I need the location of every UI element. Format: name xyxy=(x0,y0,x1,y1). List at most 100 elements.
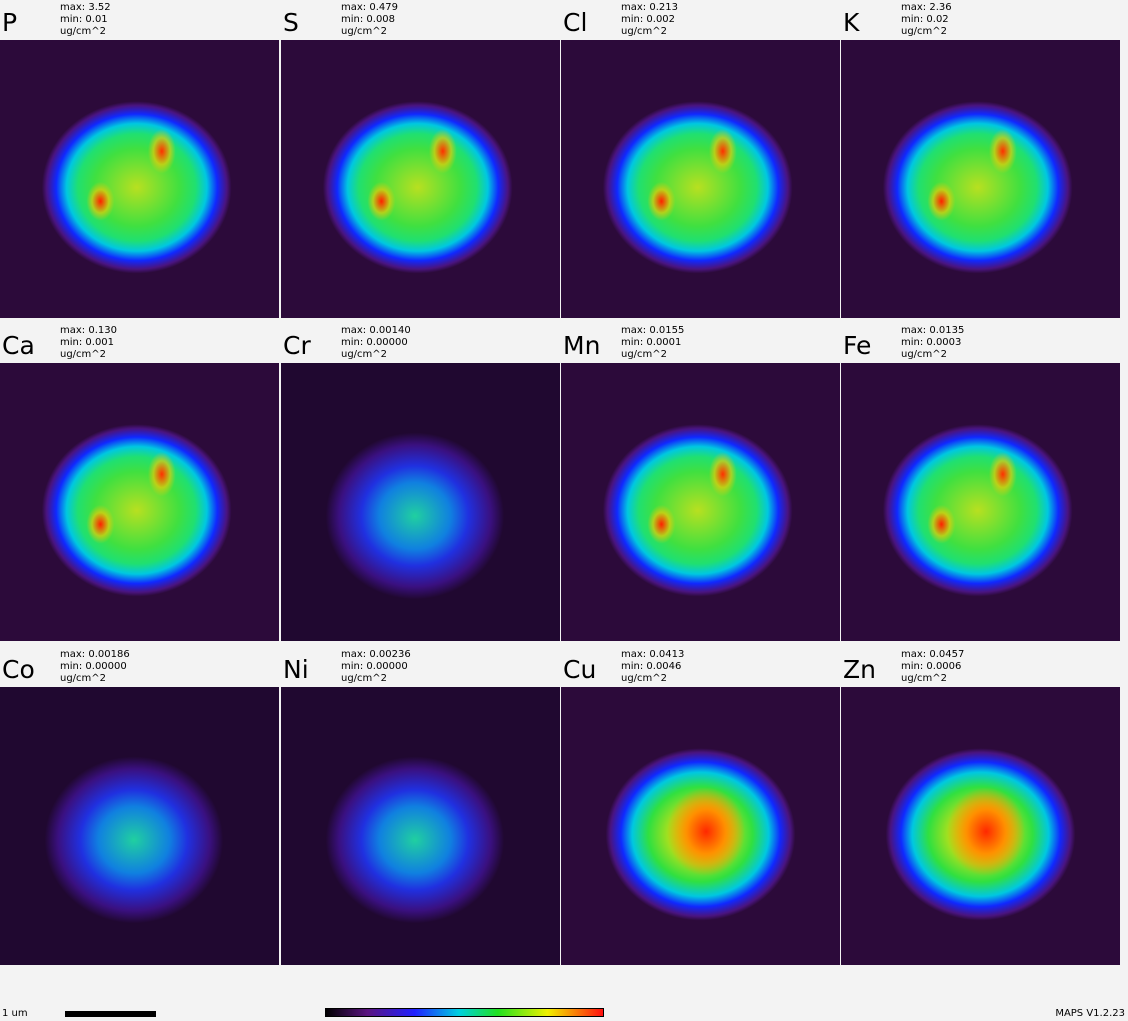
element-label: Fe xyxy=(843,331,872,360)
element-map xyxy=(281,363,560,641)
range-info: max: 2.36 min: 0.02 ug/cm^2 xyxy=(901,2,952,38)
map-panel: Mn max: 0.0155 min: 0.0001 ug/cm^2 xyxy=(561,323,840,641)
panel-header: Mn max: 0.0155 min: 0.0001 ug/cm^2 xyxy=(561,323,840,363)
max-label: max: 0.213 xyxy=(621,2,678,13)
unit-label: ug/cm^2 xyxy=(621,26,668,37)
range-info: max: 0.00140 min: 0.00000 ug/cm^2 xyxy=(341,325,411,361)
min-label: min: 0.00000 xyxy=(341,337,408,348)
map-panel: Zn max: 0.0457 min: 0.0006 ug/cm^2 xyxy=(841,647,1120,965)
min-label: min: 0.001 xyxy=(60,337,115,348)
range-info: max: 0.130 min: 0.001 ug/cm^2 xyxy=(60,325,117,361)
element-map xyxy=(841,40,1120,318)
element-label: Cl xyxy=(563,8,588,37)
scale-label: 1 um xyxy=(2,1008,28,1019)
element-map xyxy=(561,687,840,965)
panel-header: Cu max: 0.0413 min: 0.0046 ug/cm^2 xyxy=(561,647,840,687)
min-label: min: 0.008 xyxy=(341,14,396,25)
unit-label: ug/cm^2 xyxy=(60,26,107,37)
element-label: S xyxy=(283,8,299,37)
panel-header: Cl max: 0.213 min: 0.002 ug/cm^2 xyxy=(561,0,840,40)
map-panel: Cu max: 0.0413 min: 0.0046 ug/cm^2 xyxy=(561,647,840,965)
version: MAPS V1.2.23 xyxy=(1055,1008,1125,1019)
map-panel: Fe max: 0.0135 min: 0.0003 ug/cm^2 xyxy=(841,323,1120,641)
unit-label: ug/cm^2 xyxy=(901,349,948,360)
element-label: Cr xyxy=(283,331,311,360)
element-label: K xyxy=(843,8,860,37)
range-info: max: 0.00236 min: 0.00000 ug/cm^2 xyxy=(341,649,411,685)
max-label: max: 0.00236 xyxy=(341,649,411,660)
element-map xyxy=(561,363,840,641)
range-info: max: 0.479 min: 0.008 ug/cm^2 xyxy=(341,2,398,38)
max-label: max: 0.00140 xyxy=(341,325,411,336)
min-label: min: 0.0003 xyxy=(901,337,962,348)
element-label: Ni xyxy=(283,655,309,684)
element-label: Mn xyxy=(563,331,601,360)
max-label: max: 3.52 xyxy=(60,2,111,13)
max-label: max: 0.00186 xyxy=(60,649,130,660)
unit-label: ug/cm^2 xyxy=(621,673,668,684)
panel-header: Zn max: 0.0457 min: 0.0006 ug/cm^2 xyxy=(841,647,1120,687)
max-label: max: 0.0457 xyxy=(901,649,965,660)
min-label: min: 0.0001 xyxy=(621,337,682,348)
element-label: Zn xyxy=(843,655,876,684)
max-label: max: 0.0413 xyxy=(621,649,685,660)
range-info: max: 0.0413 min: 0.0046 ug/cm^2 xyxy=(621,649,684,685)
unit-label: ug/cm^2 xyxy=(60,349,107,360)
map-panel: Cl max: 0.213 min: 0.002 ug/cm^2 xyxy=(561,0,840,318)
min-label: min: 0.00000 xyxy=(341,661,408,672)
min-label: min: 0.0046 xyxy=(621,661,682,672)
element-label: Cu xyxy=(563,655,597,684)
max-label: max: 0.0135 xyxy=(901,325,965,336)
max-label: max: 0.130 xyxy=(60,325,117,336)
map-panel: Ni max: 0.00236 min: 0.00000 ug/cm^2 xyxy=(281,647,560,965)
range-info: max: 0.0135 min: 0.0003 ug/cm^2 xyxy=(901,325,964,361)
max-label: max: 0.479 xyxy=(341,2,398,13)
panel-header: Ni max: 0.00236 min: 0.00000 ug/cm^2 xyxy=(281,647,560,687)
unit-label: ug/cm^2 xyxy=(60,673,107,684)
max-label: max: 0.0155 xyxy=(621,325,685,336)
panel-header: Ca max: 0.130 min: 0.001 ug/cm^2 xyxy=(0,323,279,363)
unit-label: ug/cm^2 xyxy=(341,673,388,684)
unit-label: ug/cm^2 xyxy=(341,349,388,360)
element-map xyxy=(281,40,560,318)
range-info: max: 0.00186 min: 0.00000 ug/cm^2 xyxy=(60,649,130,685)
unit-label: ug/cm^2 xyxy=(901,26,948,37)
element-label: Co xyxy=(2,655,35,684)
min-label: min: 0.02 xyxy=(901,14,949,25)
element-map xyxy=(841,363,1120,641)
element-map xyxy=(0,40,279,318)
element-map xyxy=(561,40,840,318)
element-map xyxy=(0,687,279,965)
min-label: min: 0.01 xyxy=(60,14,108,25)
map-panel: Co max: 0.00186 min: 0.00000 ug/cm^2 xyxy=(0,647,279,965)
unit-label: ug/cm^2 xyxy=(341,26,388,37)
panel-header: Cr max: 0.00140 min: 0.00000 ug/cm^2 xyxy=(281,323,560,363)
element-label: P xyxy=(2,8,18,37)
color-bar xyxy=(325,1008,604,1017)
map-panel: Cr max: 0.00140 min: 0.00000 ug/cm^2 xyxy=(281,323,560,641)
scale-bar xyxy=(65,1011,156,1017)
range-info: max: 0.0155 min: 0.0001 ug/cm^2 xyxy=(621,325,684,361)
range-info: max: 0.213 min: 0.002 ug/cm^2 xyxy=(621,2,678,38)
max-label: max: 2.36 xyxy=(901,2,952,13)
unit-label: ug/cm^2 xyxy=(901,673,948,684)
element-map xyxy=(841,687,1120,965)
element-label: Ca xyxy=(2,331,35,360)
unit-label: ug/cm^2 xyxy=(621,349,668,360)
range-info: max: 3.52 min: 0.01 ug/cm^2 xyxy=(60,2,111,38)
min-label: min: 0.00000 xyxy=(60,661,127,672)
range-info: max: 0.0457 min: 0.0006 ug/cm^2 xyxy=(901,649,964,685)
panel-header: Co max: 0.00186 min: 0.00000 ug/cm^2 xyxy=(0,647,279,687)
map-panel: Ca max: 0.130 min: 0.001 ug/cm^2 xyxy=(0,323,279,641)
panel-header: Fe max: 0.0135 min: 0.0003 ug/cm^2 xyxy=(841,323,1120,363)
element-map xyxy=(281,687,560,965)
element-map xyxy=(0,363,279,641)
min-label: min: 0.0006 xyxy=(901,661,962,672)
